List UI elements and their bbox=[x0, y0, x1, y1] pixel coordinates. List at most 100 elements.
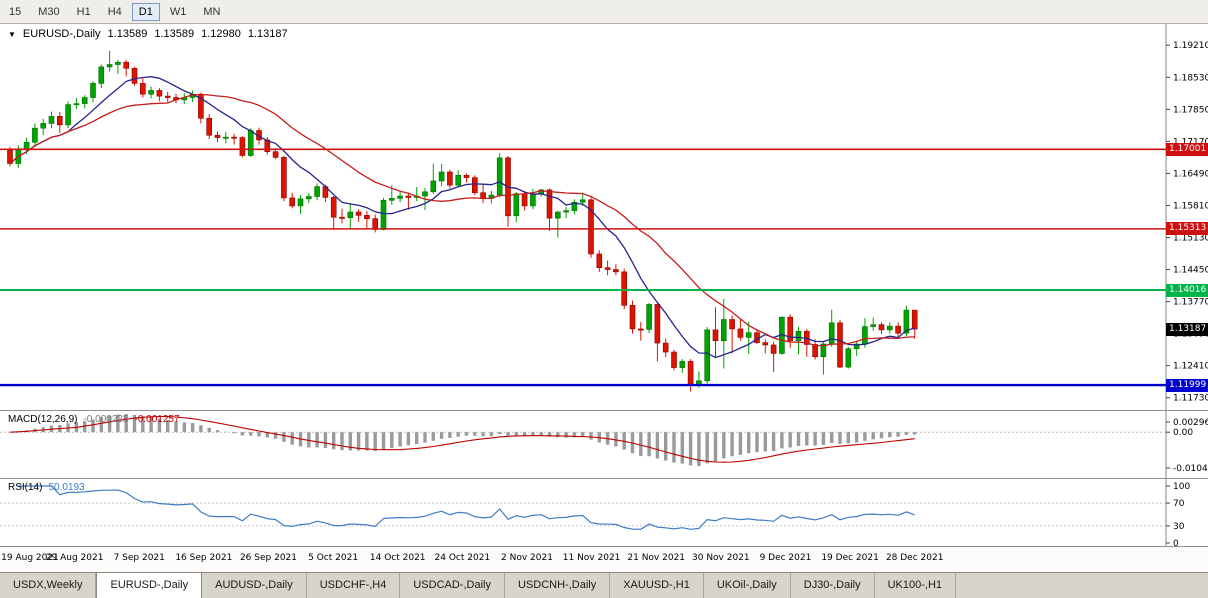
chart-tab-usdchf-h4[interactable]: USDCHF-,H4 bbox=[307, 573, 401, 598]
chart-dropdown-icon[interactable]: ▼ bbox=[8, 29, 16, 39]
chart-tab-usdcnh-daily[interactable]: USDCNH-,Daily bbox=[505, 573, 611, 598]
candle bbox=[347, 211, 354, 219]
candle bbox=[148, 90, 154, 95]
candle bbox=[671, 351, 677, 368]
date-axis-label: 24 Oct 2021 bbox=[434, 553, 491, 563]
candle bbox=[613, 269, 619, 273]
rsi-tick-label: 100 bbox=[1173, 482, 1190, 492]
candle bbox=[297, 198, 304, 207]
candle bbox=[123, 61, 129, 69]
price-tick-label: 1.17850 bbox=[1173, 105, 1208, 115]
price-tick-label: 1.14450 bbox=[1173, 266, 1208, 276]
macd-tick-label: -0.01042 bbox=[1173, 464, 1208, 474]
candle bbox=[90, 83, 96, 98]
chart-tab-uk100-h1[interactable]: UK100-,H1 bbox=[875, 573, 957, 598]
chart-tab-usdx-weekly[interactable]: USDX,Weekly bbox=[0, 573, 97, 598]
candle bbox=[837, 322, 843, 368]
rsi-chart[interactable]: 100 70 30 0 bbox=[0, 479, 1208, 546]
candle bbox=[704, 329, 711, 382]
candle bbox=[289, 197, 296, 207]
timeframe-toolbar: 15 M30 H1 H4 D1 W1 MN bbox=[0, 0, 1208, 24]
ohlc-open: 1.13589 bbox=[107, 28, 148, 40]
date-axis-label: 5 Oct 2021 bbox=[308, 553, 359, 563]
price-tick-label: 1.11730 bbox=[1173, 394, 1208, 404]
candle bbox=[405, 195, 412, 198]
timeframe-button-h4[interactable]: H4 bbox=[101, 3, 129, 21]
candle bbox=[214, 134, 221, 138]
candle bbox=[637, 328, 644, 331]
price-tick-label: 1.13090 bbox=[1173, 330, 1208, 340]
candle bbox=[596, 253, 603, 268]
chart-tab-audusd-daily[interactable]: AUDUSD-,Daily bbox=[202, 573, 307, 598]
price-tick-label: 1.17170 bbox=[1173, 137, 1208, 147]
candle bbox=[737, 328, 744, 338]
timeframe-button-15[interactable]: 15 bbox=[2, 3, 28, 21]
chart-header: ▼ EURUSD-,Daily 1.13589 1.13589 1.12980 … bbox=[8, 28, 288, 40]
chart-tab-usdcad-daily[interactable]: USDCAD-,Daily bbox=[400, 573, 505, 598]
rsi-value: 50.0193 bbox=[48, 482, 85, 493]
candle bbox=[828, 322, 835, 345]
chart-tab-dj30-daily[interactable]: DJ30-,Daily bbox=[791, 573, 875, 598]
candle bbox=[745, 332, 752, 338]
timeframe-button-d1[interactable]: D1 bbox=[131, 2, 160, 21]
date-axis-label: 7 Sep 2021 bbox=[113, 553, 165, 563]
candle bbox=[372, 218, 379, 230]
macd-chart[interactable]: 0.0029660.00 -0.01042 bbox=[0, 411, 1208, 478]
candle bbox=[712, 329, 719, 342]
candle bbox=[380, 199, 387, 230]
candle bbox=[272, 151, 279, 158]
candle bbox=[430, 180, 437, 193]
candle bbox=[820, 343, 827, 358]
timeframe-button-h1[interactable]: H1 bbox=[70, 3, 98, 21]
candle bbox=[521, 193, 528, 207]
candle bbox=[247, 130, 254, 156]
candle bbox=[687, 361, 694, 386]
chart-tab-ukoil-daily[interactable]: UKOil-,Daily bbox=[704, 573, 791, 598]
candle bbox=[770, 344, 777, 354]
candle bbox=[878, 324, 885, 331]
candle bbox=[546, 189, 553, 219]
candle bbox=[729, 319, 735, 330]
ohlc-close: 1.13187 bbox=[247, 28, 288, 40]
price-tick-label: 1.12410 bbox=[1173, 362, 1208, 372]
candle bbox=[471, 177, 478, 194]
candle bbox=[206, 117, 212, 136]
price-tick-label: 1.16490 bbox=[1173, 169, 1208, 179]
candle bbox=[588, 199, 594, 255]
candle bbox=[355, 211, 362, 216]
candle bbox=[762, 342, 769, 346]
date-axis-label: 21 Nov 2021 bbox=[627, 553, 686, 563]
timeframe-button-m30[interactable]: M30 bbox=[31, 3, 66, 21]
macd-signal-line bbox=[9, 415, 915, 463]
candle bbox=[463, 174, 470, 178]
price-chart[interactable]: 1.19210 1.18530 1.17850 1.17170 1.16490 1.158… bbox=[0, 24, 1208, 410]
candle bbox=[795, 330, 802, 342]
rsi-tick-label: 30 bbox=[1173, 522, 1185, 532]
candle bbox=[7, 150, 13, 164]
date-axis-label: 28 Dec 2021 bbox=[885, 553, 944, 563]
candle bbox=[862, 326, 868, 345]
date-axis-label: 14 Oct 2021 bbox=[369, 553, 426, 563]
date-axis-label: 30 Nov 2021 bbox=[692, 553, 750, 563]
candle bbox=[679, 361, 686, 368]
candle bbox=[787, 316, 794, 342]
price-axis[interactable]: 1.19210 1.18530 1.17850 1.17170 1.16490 1.158… bbox=[1166, 41, 1208, 404]
candle bbox=[81, 97, 88, 104]
candle bbox=[65, 104, 71, 126]
chart-tab-xauusd-h1[interactable]: XAUUSD-,H1 bbox=[610, 573, 704, 598]
ma-20-line bbox=[9, 93, 915, 347]
macd-tick-label: 0.002966 bbox=[1173, 418, 1208, 428]
timeframe-button-mn[interactable]: MN bbox=[196, 3, 227, 21]
candle bbox=[720, 319, 727, 342]
macd-signal-value: -0.001257 bbox=[134, 414, 180, 425]
candle bbox=[870, 324, 877, 327]
candle bbox=[621, 271, 628, 306]
timeframe-button-w1[interactable]: W1 bbox=[163, 3, 194, 21]
rsi-tick-label: 0 bbox=[1173, 539, 1179, 546]
price-tick-label: 1.19210 bbox=[1173, 41, 1208, 51]
candle bbox=[438, 171, 445, 182]
chart-tab-eurusd-daily[interactable]: EURUSD-,Daily bbox=[96, 573, 203, 598]
main-chart-panel: 1.19210 1.18530 1.17850 1.17170 1.16490 1.158… bbox=[0, 24, 1208, 411]
date-axis-label: 11 Nov 2021 bbox=[562, 553, 621, 563]
candle bbox=[305, 196, 312, 200]
